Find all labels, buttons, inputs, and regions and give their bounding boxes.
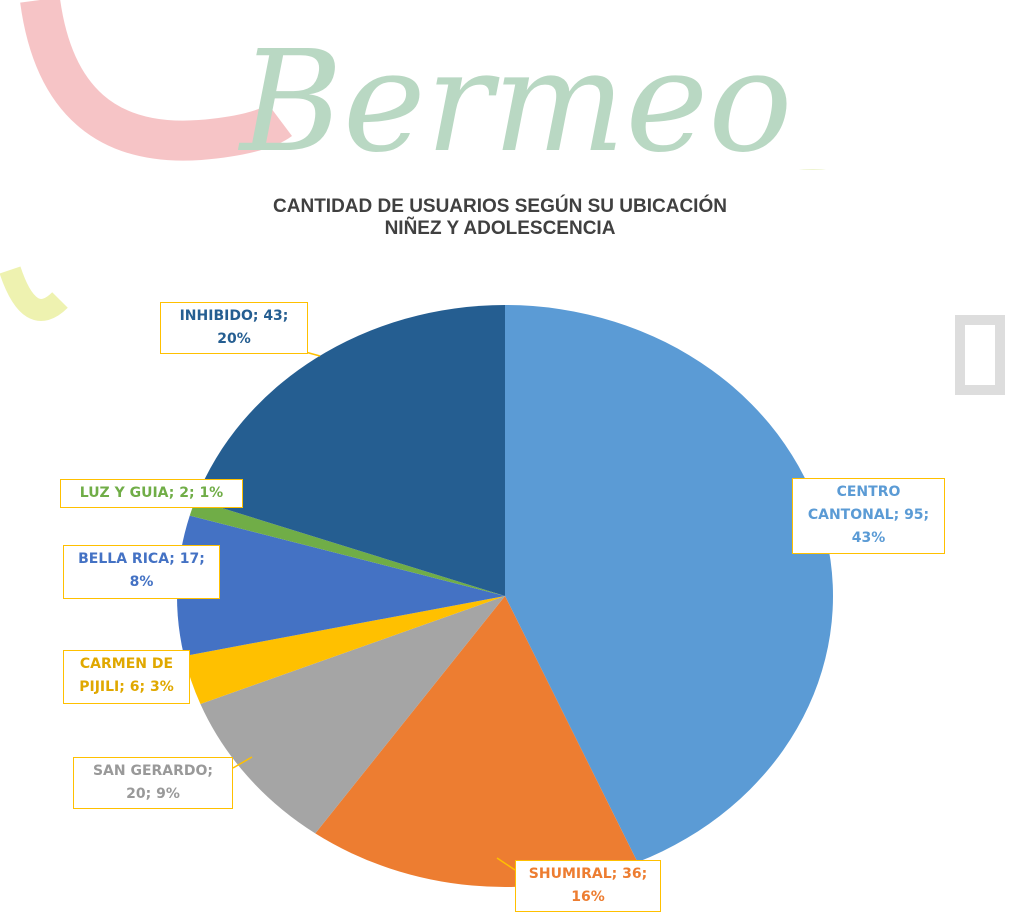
pie-slice <box>177 515 505 657</box>
pie-slice <box>315 596 638 887</box>
data-label: CARMEN DE PIJILI; 6; 3% <box>63 650 190 704</box>
leader-line <box>232 756 253 769</box>
data-label: LUZ Y GUIA; 2; 1% <box>60 479 243 508</box>
data-label: SHUMIRAL; 36; 16% <box>515 860 661 912</box>
leader-line <box>496 857 516 871</box>
pie-slice <box>195 305 506 596</box>
data-label: SAN GERARDO; 20; 9% <box>73 757 233 809</box>
data-label: BELLA RICA; 17; 8% <box>63 545 220 599</box>
pie-slice <box>184 596 506 704</box>
pie-slice <box>189 499 505 596</box>
watermark-letter <box>955 315 1005 395</box>
watermark-swash <box>0 266 68 321</box>
chart-title: CANTIDAD DE USUARIOS SEGÚN SU UBICACIÓN … <box>273 196 727 239</box>
pie-slice <box>505 305 833 863</box>
data-label: INHIBIDO; 43; 20% <box>160 302 308 354</box>
pie-slice <box>200 596 505 834</box>
watermark-text: Bermeo <box>237 21 793 184</box>
data-label: CENTRO CANTONAL; 95; 43% <box>792 478 945 554</box>
watermark-arc <box>20 0 292 161</box>
